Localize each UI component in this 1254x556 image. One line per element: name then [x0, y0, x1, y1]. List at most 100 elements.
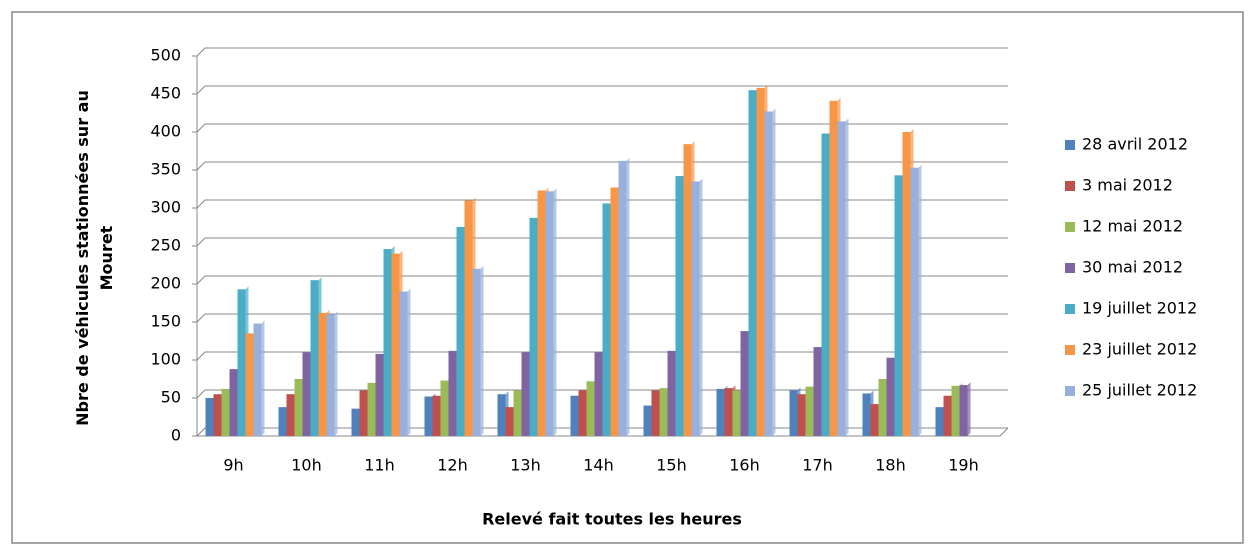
- bar: [643, 405, 652, 436]
- bar: [618, 160, 627, 436]
- bar-side: [480, 265, 484, 436]
- bar: [716, 388, 725, 436]
- bar: [464, 200, 473, 436]
- y-tick-label: 0: [171, 426, 181, 445]
- bar: [440, 380, 449, 436]
- legend-swatch: [1065, 140, 1075, 150]
- y-tick-label: 150: [150, 312, 181, 331]
- legend-label: 12 mai 2012: [1082, 217, 1183, 236]
- bar-side: [553, 188, 557, 436]
- bar: [683, 144, 692, 436]
- bar: [497, 394, 506, 436]
- bar: [537, 190, 546, 436]
- bar: [278, 407, 287, 436]
- bar-side: [334, 311, 338, 436]
- x-tick-label: 17h: [802, 456, 833, 475]
- bar-side: [626, 157, 630, 436]
- bar: [570, 395, 579, 436]
- bar: [399, 291, 408, 436]
- y-tick-label: 50: [161, 388, 181, 407]
- y-axis-title: Nbre de véhicules stationnées sur au Mou…: [73, 90, 116, 426]
- bar: [472, 268, 481, 436]
- bar: [237, 289, 246, 436]
- x-axis-edge: [999, 427, 1009, 437]
- bar-side: [407, 288, 411, 436]
- y-tick-label: 200: [150, 274, 181, 293]
- bar: [724, 388, 733, 436]
- legend-swatch: [1065, 263, 1075, 273]
- bar: [894, 175, 903, 436]
- bar: [756, 87, 765, 437]
- bar: [829, 100, 838, 436]
- bar: [424, 396, 433, 436]
- bar: [740, 331, 749, 436]
- legend-label: 30 mai 2012: [1082, 258, 1183, 277]
- y-tick-label: 300: [150, 198, 181, 217]
- bar: [959, 385, 968, 436]
- bar: [813, 347, 822, 436]
- y-tick-label: 400: [150, 122, 181, 141]
- bar: [505, 407, 514, 436]
- grid-line: [196, 47, 1008, 57]
- bar-side: [699, 178, 703, 436]
- y-tick-label: 450: [150, 84, 181, 103]
- bar: [359, 390, 368, 436]
- bar: [375, 353, 384, 436]
- bar: [318, 312, 327, 436]
- bar: [594, 352, 603, 436]
- bar: [821, 133, 830, 436]
- legend-swatch: [1065, 304, 1075, 314]
- x-tick-label: 19h: [948, 456, 979, 475]
- x-tick-label: 10h: [291, 456, 322, 475]
- legend-swatch: [1065, 222, 1075, 232]
- bar: [245, 333, 254, 436]
- bar: [432, 395, 441, 436]
- bar: [294, 379, 303, 436]
- bar: [943, 395, 952, 436]
- bar: [521, 352, 530, 436]
- bar: [213, 394, 222, 436]
- x-tick-label: 12h: [437, 456, 468, 475]
- bar: [545, 191, 554, 436]
- bar: [870, 404, 879, 436]
- bar: [732, 390, 741, 436]
- legend-label: 28 avril 2012: [1082, 135, 1188, 154]
- grid-line: [196, 237, 1008, 247]
- bar: [205, 398, 214, 436]
- bar: [578, 390, 587, 436]
- bar: [675, 176, 684, 436]
- bar-side: [845, 118, 849, 437]
- bar: [586, 381, 595, 436]
- x-tick-label: 11h: [364, 456, 395, 475]
- legend-label: 25 juillet 2012: [1082, 381, 1197, 400]
- bar: [383, 249, 392, 436]
- bar: [667, 350, 676, 436]
- bar: [748, 90, 757, 436]
- bar: [229, 369, 238, 436]
- bar: [837, 121, 846, 437]
- bar: [351, 408, 360, 436]
- bar: [456, 227, 465, 436]
- bar: [805, 386, 814, 436]
- bar: [659, 388, 668, 436]
- bar: [221, 388, 230, 436]
- bar: [951, 385, 960, 436]
- bar: [862, 393, 871, 436]
- legend-swatch: [1065, 345, 1075, 355]
- grid-line: [196, 161, 1008, 171]
- bar-side: [261, 320, 265, 436]
- bar: [391, 253, 400, 436]
- grid-line: [196, 275, 1008, 285]
- y-tick-label: 250: [150, 236, 181, 255]
- grid-line: [196, 85, 1008, 95]
- y-tick-label: 350: [150, 160, 181, 179]
- bar: [886, 357, 895, 436]
- x-tick-label: 18h: [875, 456, 906, 475]
- bar-side: [967, 382, 971, 436]
- bar: [253, 323, 262, 436]
- legend-label: 23 juillet 2012: [1082, 340, 1197, 359]
- bar: [651, 390, 660, 436]
- y-tick-label: 100: [150, 350, 181, 369]
